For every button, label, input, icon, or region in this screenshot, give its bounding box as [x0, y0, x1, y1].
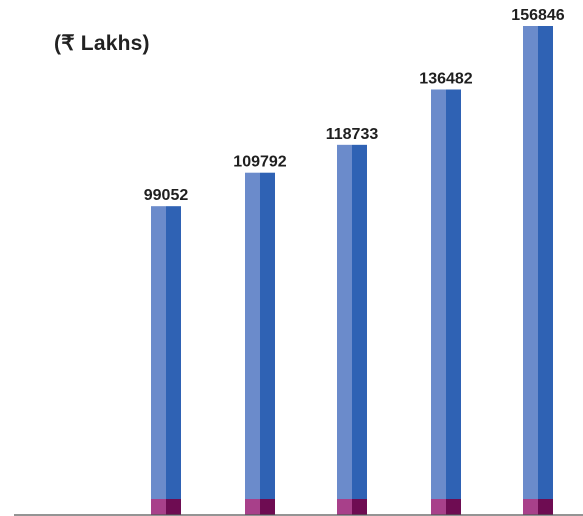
bar-base-right: [446, 499, 461, 515]
bar-value-label: 118733: [326, 126, 379, 143]
bar-value-label: 109792: [233, 154, 286, 171]
bar-base-left: [151, 499, 166, 515]
bar-right-face: [538, 26, 553, 499]
bar-right-face: [352, 144, 367, 499]
bar-left-face: [245, 172, 260, 499]
bar-base-right: [166, 499, 181, 515]
bar-left-face: [523, 26, 538, 499]
bar-right-face: [260, 172, 275, 499]
bar-value-label: 156846: [511, 7, 564, 24]
bar-5: 156846: [511, 7, 565, 515]
bar-base-left: [245, 499, 260, 515]
bar-base-right: [260, 499, 275, 515]
bar-left-face: [431, 89, 446, 499]
bar-right-face: [446, 89, 461, 499]
bar-base-left: [431, 499, 446, 515]
bar-left-face: [337, 144, 352, 499]
bar-value-label: 99052: [144, 187, 189, 204]
bar-4: 136482: [419, 70, 473, 515]
bar-base-left: [523, 499, 538, 515]
bar-value-label: 136482: [419, 70, 472, 87]
bar-base-right: [538, 499, 553, 515]
bar-base-right: [352, 499, 367, 515]
bar-base-left: [337, 499, 352, 515]
bar-left-face: [151, 206, 166, 499]
bar-3: 118733: [326, 126, 379, 515]
bar-2: 109792: [233, 154, 287, 515]
bar-right-face: [166, 206, 181, 499]
bar-1: 99052: [144, 187, 189, 515]
bars-group: 99052 109792 118733 136482 156846: [144, 7, 565, 515]
unit-label: (₹ Lakhs): [54, 32, 150, 55]
